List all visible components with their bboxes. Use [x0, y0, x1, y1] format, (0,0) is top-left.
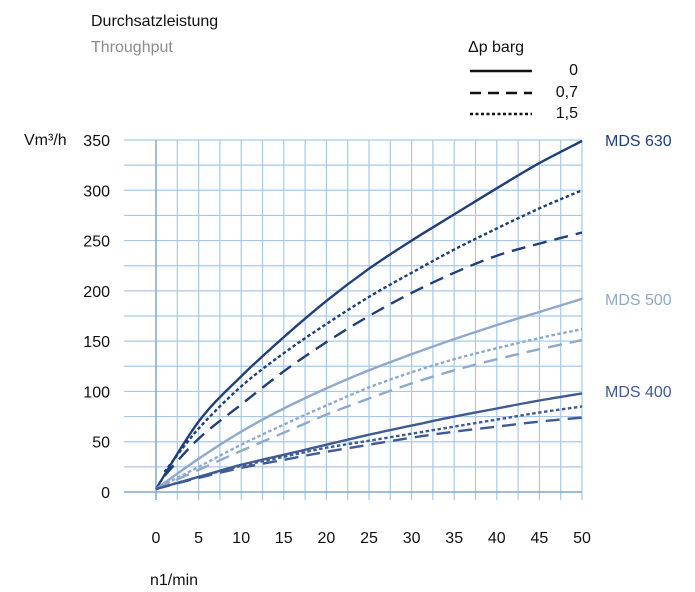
- y-tick-label: 250: [83, 234, 110, 251]
- y-tick-label: 350: [83, 133, 110, 150]
- y-tick-label: 300: [83, 183, 110, 200]
- x-tick-label: 45: [531, 530, 549, 547]
- series-layer: [154, 139, 583, 491]
- x-tick-label: 40: [488, 530, 506, 547]
- y-tick-label: 100: [83, 384, 110, 401]
- y-tick-label: 150: [83, 334, 110, 351]
- x-tick-label: 35: [445, 530, 463, 547]
- x-tick-label: 10: [232, 530, 250, 547]
- legend-title: Δp barg: [468, 39, 524, 56]
- tick-labels: 0 5 10 15 20 25 30 35 40 45 50 0 50 100 150 200 250 300 35…: [83, 133, 591, 547]
- legend: Δp barg 0 0,7 1,5: [468, 39, 578, 122]
- model-label-mds-500: MDS 500: [605, 292, 672, 309]
- x-tick-label: 50: [573, 530, 591, 547]
- legend-label-1-5: 1,5: [556, 105, 578, 122]
- x-tick-label: 25: [360, 530, 378, 547]
- x-tick-label: 0: [152, 530, 161, 547]
- series-mds-500-solid: [155, 297, 583, 490]
- x-tick-label: 30: [403, 530, 421, 547]
- chart-subtitle: Throughput: [91, 39, 173, 56]
- x-tick-label: 20: [318, 530, 336, 547]
- series-mds-500-dotted: [155, 327, 583, 491]
- series-mds-630-solid: [154, 139, 583, 490]
- model-label-mds-400: MDS 400: [605, 384, 672, 401]
- y-axis-label: Vm³/h: [24, 132, 67, 149]
- y-tick-label: 0: [101, 485, 110, 502]
- model-label-mds-630: MDS 630: [605, 133, 672, 150]
- series-mds-400-solid: [155, 392, 583, 491]
- legend-label-0-7: 0,7: [556, 84, 578, 101]
- series-mds-630-dashed: [163, 231, 583, 477]
- chart-title: Durchsatzleistung: [91, 13, 218, 30]
- y-tick-label: 50: [92, 435, 110, 452]
- grid: [124, 139, 583, 500]
- legend-label-0: 0: [569, 62, 578, 79]
- x-tick-label: 15: [275, 530, 293, 547]
- series-mds-630-dotted: [163, 189, 583, 473]
- x-tick-label: 5: [194, 530, 203, 547]
- series-mds-400-dotted: [155, 405, 583, 491]
- x-axis-label: n1/min: [150, 572, 198, 589]
- series-mds-400-dashed: [155, 416, 583, 491]
- axes: [124, 140, 582, 500]
- y-tick-label: 200: [83, 284, 110, 301]
- series-mds-500-dashed: [155, 338, 583, 491]
